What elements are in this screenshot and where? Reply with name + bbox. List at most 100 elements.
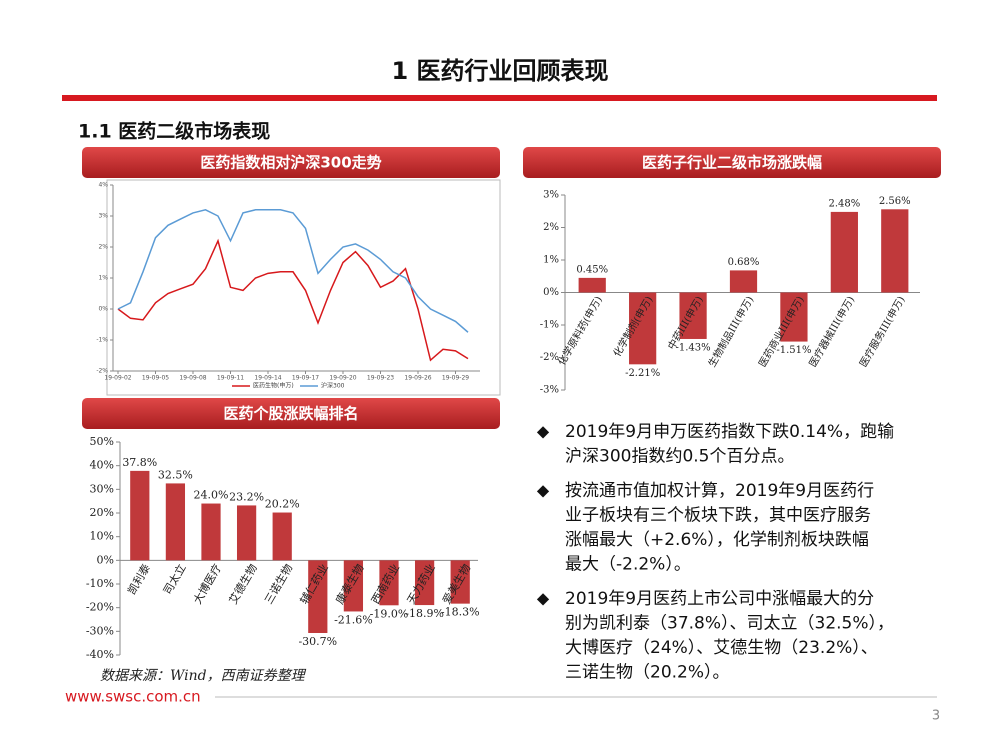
value-label: -18.3% <box>441 606 480 619</box>
bar <box>679 292 707 339</box>
y-tick-label: 10% <box>90 530 114 543</box>
value-label: -1.43% <box>675 342 710 353</box>
x-tick-label: 司太立 <box>160 561 189 597</box>
banner <box>82 398 500 429</box>
slide-title: 1 医药行业回顾表现 <box>391 57 608 85</box>
y-tick-label: 40% <box>90 459 114 472</box>
value-label: -1.51% <box>776 345 811 356</box>
value-label: -30.7% <box>298 635 337 648</box>
bullet-marker: ◆ <box>537 422 550 441</box>
bullet-text: 三诺生物（20.2%）。 <box>565 663 730 683</box>
x-tick-label: 生物制品III(申万) <box>705 294 756 370</box>
value-label: -18.9% <box>405 607 444 620</box>
x-tick-label: 19-09-26 <box>404 375 431 382</box>
chart-title: 医药指数相对沪深300走势 <box>200 154 381 172</box>
x-tick-label: 化学原料药(申万) <box>555 294 605 368</box>
bar <box>130 470 150 561</box>
value-label: -21.6% <box>334 613 373 626</box>
bullet-text: 2019年9月医药上市公司中涨幅最大的分 <box>565 589 874 609</box>
bar <box>165 483 186 561</box>
x-tick-label: 凯利泰 <box>124 561 153 597</box>
y-tick-label: 1% <box>543 255 559 266</box>
page-number: 3 <box>932 709 940 724</box>
bar <box>729 270 758 293</box>
y-tick-label: -1% <box>540 320 559 331</box>
value-label: 20.2% <box>265 498 300 511</box>
y-tick-label: 4% <box>98 182 108 189</box>
y-tick-label: 3% <box>98 213 108 220</box>
bullet-text: 沪深300指数约0.5个百分点。 <box>565 447 794 467</box>
bar <box>272 512 292 561</box>
legend-label: 医药生物(申万) <box>253 382 294 390</box>
y-tick-label: -1% <box>96 337 108 344</box>
legend-label: 沪深300 <box>321 382 345 390</box>
y-tick-label: 1% <box>98 275 108 282</box>
value-label: 23.2% <box>229 490 264 503</box>
y-tick-label: 2% <box>543 222 559 233</box>
bar <box>450 560 470 604</box>
value-label: 37.8% <box>122 456 157 469</box>
y-tick-label: 0% <box>98 306 108 313</box>
x-tick-label: 19-09-08 <box>179 375 206 382</box>
value-label: 0.68% <box>728 257 760 268</box>
value-label: -2.21% <box>625 368 660 379</box>
chart-title: 医药子行业二级市场涨跌幅 <box>642 154 822 172</box>
bar <box>201 503 221 561</box>
bar <box>830 211 858 293</box>
title-rule <box>62 95 937 101</box>
y-tick-label: 0% <box>543 287 559 298</box>
value-label: 2.56% <box>879 196 911 207</box>
bullet-marker: ◆ <box>537 589 550 608</box>
y-tick-label: -30% <box>86 624 114 637</box>
y-tick-label: 50% <box>90 435 114 448</box>
bar <box>578 277 606 293</box>
x-tick-label: 医疗器械III(申万) <box>806 294 857 370</box>
bar <box>236 505 257 561</box>
value-label: 2.48% <box>828 198 860 209</box>
x-tick-label: 19-09-23 <box>367 375 394 382</box>
bar <box>881 209 909 293</box>
x-tick-label: 19-09-14 <box>254 375 281 382</box>
x-tick-label: 医疗服务III(申万) <box>856 294 907 370</box>
chart-title: 医药个股涨跌幅排名 <box>223 405 358 423</box>
y-tick-label: -2% <box>540 352 559 363</box>
line-series <box>117 238 469 362</box>
y-tick-label: -3% <box>540 385 559 396</box>
footer-url: www.swsc.com.cn <box>65 688 201 706</box>
source-note: 数据来源：Wind，西南证券整理 <box>100 668 307 684</box>
y-tick-label: 30% <box>90 482 114 495</box>
y-tick-label: -10% <box>86 577 114 590</box>
bar <box>414 560 435 606</box>
bar <box>308 560 328 633</box>
bullet-text: 别为凯利泰（37.8%）、司太立（32.5%）， <box>565 614 894 634</box>
bullet-marker: ◆ <box>537 481 550 500</box>
bar <box>379 560 399 606</box>
value-label: 24.0% <box>194 489 229 502</box>
banner <box>82 147 500 178</box>
value-label: -19.0% <box>370 607 409 620</box>
bullet-text: 最大（-2.2%）。 <box>565 555 691 575</box>
x-tick-label: 19-09-20 <box>329 375 356 382</box>
y-tick-label: -2% <box>96 368 108 375</box>
value-label: 0.45% <box>576 264 608 275</box>
value-label: 32.5% <box>158 468 193 481</box>
x-tick-label: 大博医疗 <box>190 561 224 606</box>
y-tick-label: -20% <box>86 601 114 614</box>
x-tick-label: 19-09-11 <box>217 375 244 382</box>
y-tick-label: -40% <box>86 648 114 661</box>
y-tick-label: 0% <box>97 553 114 566</box>
bullet-text: 涨幅最大（+2.6%），化学制剂板块跌幅 <box>565 530 869 550</box>
x-tick-label: 三诺生物 <box>261 561 295 606</box>
section-title: 1.1 医药二级市场表现 <box>78 120 270 143</box>
x-tick-label: 19-09-02 <box>104 375 131 382</box>
x-tick-label: 19-09-05 <box>142 375 169 382</box>
bullet-text: 大博医疗（24%）、艾德生物（23.2%）、 <box>565 638 878 658</box>
y-tick-label: 3% <box>543 190 559 201</box>
y-tick-label: 20% <box>90 506 114 519</box>
bullet-text: 业子板块有三个板块下跌，其中医疗服务 <box>565 506 871 526</box>
x-tick-label: 19-09-29 <box>442 375 469 382</box>
banner <box>523 147 941 178</box>
